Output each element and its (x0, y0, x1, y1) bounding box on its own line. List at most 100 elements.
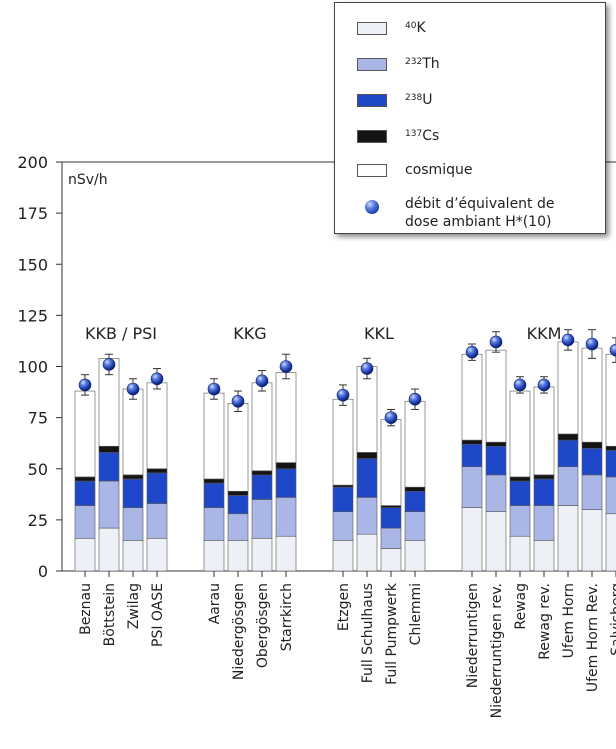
x-tick-label: Ufem Horn (561, 583, 577, 658)
legend-swatch (357, 164, 387, 177)
y-tick-label: 0 (38, 562, 48, 581)
bar-segment-cosmic (74, 390, 96, 478)
legend-label-text: U (422, 92, 433, 108)
bar-segment-cs137 (332, 484, 354, 488)
bar-segment-cs137 (557, 433, 579, 441)
legend: 40K 232Th 238U 137Cs cosmique débit d’équival… (334, 2, 606, 234)
bar-segment-k40 (203, 540, 225, 572)
legend-label-text: Cs (422, 128, 440, 144)
bar-segment-k40 (356, 533, 378, 572)
x-tick-label: Chlemmi (408, 583, 424, 645)
bar-segment-u238 (203, 482, 225, 508)
bar-segment-th232 (404, 511, 426, 541)
legend-label: 232Th (405, 55, 440, 73)
x-tick-label: Obergösgen (255, 583, 271, 668)
bar-segment-th232 (227, 513, 249, 541)
dose-rate-marker (609, 343, 616, 357)
bar-segment-u238 (581, 447, 603, 476)
dose-rate-marker (537, 378, 551, 392)
group-label: KKB / PSI (85, 324, 157, 343)
bar-segment-cosmic (557, 341, 579, 435)
dose-rate-marker (78, 378, 92, 392)
x-tick-label: Aarau (207, 583, 223, 624)
legend-swatch (357, 130, 387, 143)
dose-rate-marker (126, 382, 140, 396)
bar-segment-cs137 (146, 468, 168, 474)
dose-rate-marker (360, 362, 374, 375)
bar-segment-cs137 (461, 439, 483, 445)
y-tick-label: 100 (17, 358, 48, 377)
x-tick-label: Full Pumpwerk (384, 582, 400, 685)
dose-rate-marker (255, 374, 269, 388)
legend-item-cosmic: cosmique (335, 159, 605, 183)
bar-segment-u238 (557, 439, 579, 468)
dose-rate-marker (150, 372, 164, 386)
bar-segment-cs137 (74, 476, 96, 482)
bar-segment-th232 (380, 527, 402, 549)
x-tick-label: Salvisberg (609, 583, 616, 656)
bar-segment-th232 (251, 499, 273, 539)
bar-segment-cs137 (581, 441, 603, 449)
bar-segment-cosmic (380, 419, 402, 506)
dose-rate-marker (207, 382, 221, 396)
bar-segment-u238 (251, 474, 273, 500)
bar-segment-k40 (251, 537, 273, 572)
x-tick-label: Ufem Horn Rev. (585, 583, 601, 692)
group-label: KKM (527, 324, 562, 343)
bar-segment-cs137 (380, 505, 402, 508)
y-tick-label: 75 (28, 409, 48, 428)
bar-segment-cosmic (581, 347, 603, 443)
bar-segment-cs137 (122, 474, 144, 480)
bar-segment-u238 (122, 478, 144, 508)
legend-label-line: dose ambiant H*(10) (405, 214, 552, 230)
x-tick-label: PSI OASE (150, 583, 166, 647)
legend-label-sup: 40 (405, 21, 417, 31)
x-tick-label: Niedergösgen (231, 583, 247, 680)
bar-segment-th232 (557, 466, 579, 506)
x-tick-label: Rewag rev. (537, 583, 553, 660)
legend-item-u238: 238U (335, 89, 605, 113)
group-label: KKL (364, 324, 394, 343)
bar-segment-cs137 (275, 462, 297, 470)
bar-segment-th232 (533, 505, 555, 541)
bar-segment-k40 (275, 535, 297, 572)
bar-segment-th232 (275, 497, 297, 537)
x-tick-label: Böttstein (102, 583, 118, 646)
dose-rate-marker (489, 335, 503, 349)
dose-rate-marker (102, 358, 116, 371)
bar-segment-cs137 (203, 478, 225, 484)
bar-segment-cs137 (509, 476, 531, 482)
bar-segment-u238 (509, 480, 531, 506)
bar-segment-k40 (605, 513, 616, 572)
dose-rate-marker (585, 337, 599, 351)
group-label: KKG (233, 324, 266, 343)
legend-label-sup: 137 (405, 129, 423, 139)
bar-segment-cosmic (203, 392, 225, 480)
bar-segment-th232 (485, 474, 507, 512)
bar-segment-u238 (146, 472, 168, 504)
bar-segment-k40 (509, 535, 531, 572)
bar-segment-th232 (203, 507, 225, 541)
dose-rate-marker (384, 411, 398, 424)
legend-item-marker: débit d’équivalent de dose ambiant H*(10) (335, 195, 605, 230)
bar-segment-cosmic (332, 398, 354, 486)
bar-segment-u238 (74, 480, 96, 506)
legend-label-sup: 238 (405, 93, 423, 103)
x-tick-label: Full Schulhaus (360, 583, 376, 683)
bar-segment-cosmic (146, 382, 168, 470)
bar-segment-cs137 (605, 445, 616, 451)
bar-segment-cosmic (485, 349, 507, 443)
bar-segment-cs137 (251, 470, 273, 476)
bar-segment-u238 (332, 486, 354, 512)
bar-segment-cosmic (533, 386, 555, 476)
bar-segment-k40 (404, 540, 426, 572)
legend-swatch (357, 22, 387, 35)
bar-segment-cosmic (509, 390, 531, 478)
bar-segment-cs137 (404, 486, 426, 492)
legend-label-text: Th (422, 56, 440, 72)
dose-rate-marker (465, 345, 479, 359)
legend-item-k40: 40K (335, 17, 605, 41)
legend-label-text: cosmique (405, 162, 473, 178)
y-tick-label: 150 (17, 255, 48, 274)
